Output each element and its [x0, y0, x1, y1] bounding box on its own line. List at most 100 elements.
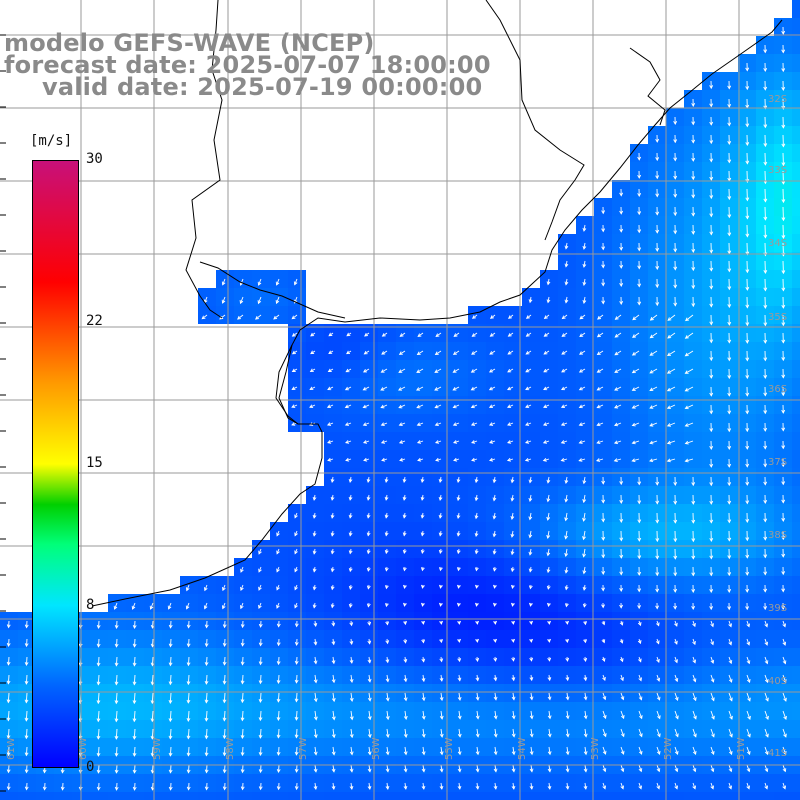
wind-vector-arrow — [764, 674, 769, 684]
wind-vector-arrow — [781, 44, 786, 54]
wind-vector-arrow — [543, 386, 550, 391]
wind-vector-arrow — [168, 656, 173, 667]
wind-vector-arrow — [691, 602, 696, 610]
wind-vector-arrow — [525, 404, 532, 408]
wind-vector-arrow — [511, 782, 516, 790]
wind-vector-arrow — [222, 584, 226, 592]
wind-speed-cell — [792, 18, 800, 36]
wind-vector-arrow — [222, 692, 227, 704]
wind-vector-arrow — [691, 116, 696, 126]
wind-vector-arrow — [258, 728, 263, 739]
wind-vector-arrow — [186, 656, 191, 667]
wind-speed-cell — [792, 666, 800, 684]
wind-vector-arrow — [24, 620, 29, 629]
wind-vector-arrow — [257, 296, 262, 305]
wind-vector-arrow — [204, 674, 209, 685]
wind-vector-arrow — [475, 620, 479, 625]
wind-vector-arrow — [691, 530, 696, 543]
wind-vector-arrow — [709, 116, 714, 126]
wind-vector-arrow — [691, 278, 696, 290]
wind-vector-arrow — [186, 728, 191, 740]
wind-vector-arrow — [492, 512, 497, 520]
wind-vector-arrow — [727, 224, 732, 237]
longitude-labels: 61W 60W 59W 58W 57W 56W 55W 54W 53W 52W 51W — [6, 737, 747, 760]
wind-vector-arrow — [728, 656, 733, 665]
wind-vector-arrow — [275, 296, 280, 305]
wind-vector-arrow — [222, 656, 227, 666]
wind-vector-arrow — [96, 692, 101, 705]
wind-vector-arrow — [727, 512, 732, 524]
wind-speed-cell — [522, 792, 540, 800]
wind-vector-arrow — [546, 530, 551, 540]
wind-vector-arrow — [416, 350, 424, 355]
wind-vector-arrow — [655, 512, 660, 524]
wind-vector-arrow — [420, 566, 425, 572]
wind-vector-arrow — [727, 296, 732, 309]
wind-vector-arrow — [421, 638, 426, 644]
wind-vector-arrow — [709, 224, 714, 236]
wind-vector-arrow — [596, 422, 604, 427]
wind-vector-arrow — [637, 188, 642, 198]
wind-vector-arrow — [763, 440, 768, 450]
wind-vector-arrow — [619, 512, 624, 523]
wind-vector-arrow — [583, 674, 588, 682]
wind-vector-arrow — [363, 350, 370, 355]
wind-vector-arrow — [674, 746, 679, 756]
wind-vector-arrow — [560, 404, 568, 409]
wind-vector-arrow — [781, 170, 786, 185]
wind-vector-arrow — [763, 278, 768, 292]
wind-vector-arrow — [349, 692, 354, 702]
wind-vector-arrow — [276, 602, 280, 609]
wind-vector-arrow — [398, 350, 406, 355]
wind-vector-arrow — [673, 242, 678, 253]
wind-vector-arrow — [384, 530, 389, 537]
wind-vector-arrow — [561, 314, 568, 320]
wind-vector-arrow — [710, 728, 715, 738]
wind-vector-arrow — [529, 602, 533, 607]
wind-vector-arrow — [745, 80, 750, 91]
wind-vector-arrow — [745, 206, 750, 220]
wind-speed-cell — [792, 180, 800, 198]
wind-vector-arrow — [168, 692, 173, 704]
wind-vector-arrow — [602, 674, 606, 682]
wind-vector-arrow — [258, 548, 262, 555]
wind-vector-arrow — [781, 566, 786, 576]
wind-vector-arrow — [710, 746, 715, 756]
wind-vector-arrow — [763, 62, 768, 72]
wind-vector-arrow — [474, 548, 479, 555]
wind-vector-arrow — [471, 457, 478, 462]
wind-vector-arrow — [674, 674, 679, 683]
wind-vector-arrow — [667, 314, 676, 321]
wind-vector-arrow — [727, 98, 732, 109]
wind-vector-arrow — [403, 782, 408, 790]
longitude-label: 56W — [371, 737, 382, 760]
wind-vector-arrow — [258, 782, 263, 791]
wind-vector-arrow — [564, 242, 569, 250]
wind-vector-arrow — [745, 152, 750, 165]
wind-vector-arrow — [258, 692, 263, 703]
wind-vector-arrow — [602, 764, 607, 773]
wind-vector-arrow — [114, 728, 119, 740]
wind-vector-arrow — [222, 782, 227, 791]
wind-vector-arrow — [763, 44, 768, 54]
wind-vector-arrow — [709, 422, 714, 433]
wind-vector-arrow — [6, 728, 11, 740]
wind-vector-arrow — [399, 457, 406, 462]
wind-speed-cell — [54, 792, 72, 800]
wind-vector-arrow — [313, 638, 318, 646]
wind-vector-arrow — [655, 494, 660, 505]
wind-vector-arrow — [417, 457, 424, 462]
wind-vector-arrow — [185, 602, 190, 610]
wind-speed-cell — [756, 792, 774, 800]
wind-vector-arrow — [763, 98, 768, 110]
wind-vector-arrow — [385, 746, 390, 756]
wind-vector-arrow — [291, 332, 298, 337]
longitude-label: 60W — [78, 737, 89, 760]
wind-vector-arrow — [601, 512, 606, 523]
wind-vector-arrow — [745, 422, 750, 433]
wind-vector-arrow — [475, 656, 480, 662]
wind-vector-arrow — [434, 368, 442, 373]
wind-vector-arrow — [366, 602, 371, 608]
wind-vector-arrow — [763, 404, 768, 415]
